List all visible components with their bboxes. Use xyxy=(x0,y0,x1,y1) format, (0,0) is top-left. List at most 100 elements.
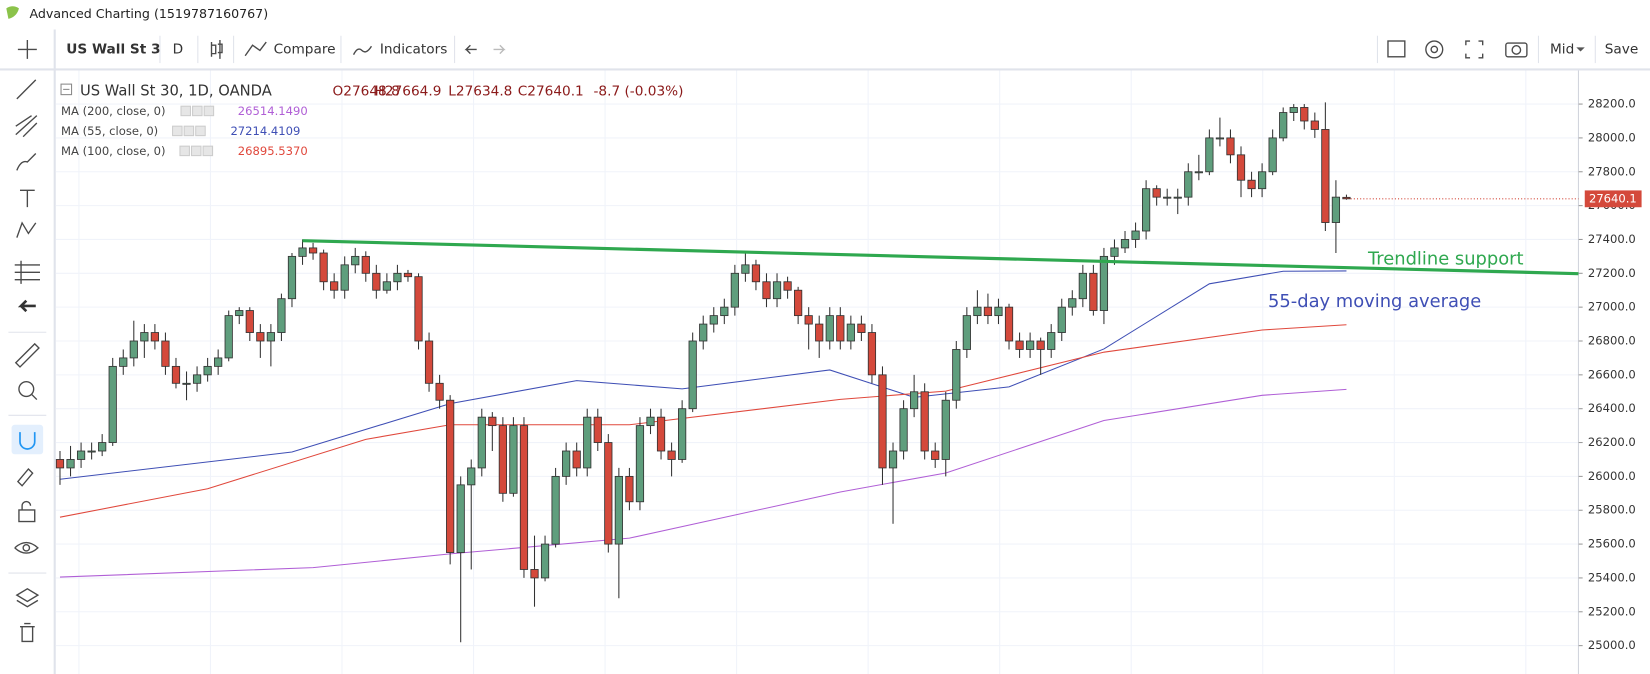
compare-icon[interactable] xyxy=(244,41,267,57)
candle-body xyxy=(456,484,465,553)
candle-body xyxy=(1078,272,1087,300)
redo-button[interactable] xyxy=(493,44,506,55)
layout-button[interactable] xyxy=(1387,40,1406,58)
candle-body xyxy=(878,374,887,469)
ma-legend-button xyxy=(179,145,190,157)
candle-body xyxy=(266,332,275,342)
chart-style-button[interactable] xyxy=(210,39,223,59)
y-tick-label: 27400.0 xyxy=(1588,232,1636,246)
layers-tool[interactable] xyxy=(15,588,40,608)
candle-body xyxy=(435,382,444,401)
price-mode-button[interactable]: Mid xyxy=(1550,41,1574,57)
candle-body xyxy=(1289,107,1298,113)
visibility-tool[interactable] xyxy=(14,541,39,554)
brush-tool[interactable] xyxy=(16,153,37,171)
save-button[interactable]: Save xyxy=(1605,41,1639,57)
candle-body xyxy=(825,315,834,342)
candle-body xyxy=(203,365,212,376)
candle-body xyxy=(583,416,592,469)
candle-body xyxy=(973,306,982,317)
ohlc-close: C27640.1 xyxy=(518,83,584,99)
y-tick-label: 27800.0 xyxy=(1588,164,1636,178)
candle-body xyxy=(1279,112,1288,139)
vertical-grid xyxy=(78,70,1527,674)
lock-drawing-tool[interactable] xyxy=(16,467,34,487)
candle-body xyxy=(488,416,497,427)
candle-body xyxy=(1342,196,1351,200)
magnet-active-bg xyxy=(11,424,44,455)
candle-body xyxy=(1331,196,1341,223)
candle-body xyxy=(87,450,96,453)
ma-legend: MA (200, close, 0) 26514.1490 MA (55, clos… xyxy=(61,104,308,158)
pattern-tool[interactable] xyxy=(16,221,37,238)
trendline-tool[interactable] xyxy=(16,79,37,100)
candle-body xyxy=(931,450,940,460)
candle-body xyxy=(235,310,244,317)
candle-body xyxy=(625,475,634,503)
candle-body xyxy=(1173,196,1182,199)
y-tick-label: 28000.0 xyxy=(1588,130,1636,144)
symbol-search[interactable]: US Wall St 3 xyxy=(66,41,160,57)
candle-body xyxy=(509,425,518,494)
candle-body xyxy=(1310,120,1319,130)
candle-body xyxy=(846,323,855,342)
y-tick-label: 26000.0 xyxy=(1588,469,1636,483)
candle-body xyxy=(572,450,581,469)
candle-body xyxy=(530,569,539,579)
prediction-tool[interactable] xyxy=(14,260,40,284)
collapse-box[interactable] xyxy=(60,83,73,96)
back-tool[interactable] xyxy=(17,299,36,313)
candle-body xyxy=(888,450,898,469)
fullscreen-button[interactable] xyxy=(1465,40,1484,59)
compare-button[interactable]: Compare xyxy=(274,41,336,57)
ma-annotation: 55-day moving average xyxy=(1268,291,1481,312)
plot-area: 25000.0 25200.0 25400.0 25600.0 25800.0 26000… xyxy=(55,97,1642,652)
candle-body xyxy=(941,399,950,460)
candle-body xyxy=(794,289,803,317)
indicators-button[interactable]: Indicators xyxy=(380,41,447,57)
measure-tool[interactable] xyxy=(14,342,40,368)
crosshair-tool[interactable] xyxy=(17,39,37,59)
candle-body xyxy=(804,315,813,325)
ma-legend-name: MA (200, close, 0) xyxy=(61,104,166,118)
candle-body xyxy=(1300,107,1309,122)
candle-body xyxy=(1015,340,1024,350)
zoom-tool[interactable] xyxy=(18,381,38,401)
candle-body xyxy=(1226,137,1235,156)
candle-body xyxy=(171,365,181,384)
ma-legend-name: MA (100, close, 0) xyxy=(61,144,166,158)
candle-body xyxy=(498,425,507,494)
ma-legend-button xyxy=(180,105,191,117)
candle-body xyxy=(224,315,233,359)
y-tick-label: 25400.0 xyxy=(1588,570,1636,584)
candle-body xyxy=(1257,171,1267,190)
undo-button[interactable] xyxy=(464,44,477,55)
ma-legend-button xyxy=(202,145,214,157)
last-price-box xyxy=(1584,190,1642,208)
candle-body xyxy=(182,382,191,385)
delete-tool[interactable] xyxy=(19,622,35,643)
moving-average-line xyxy=(59,324,1347,518)
indicators-icon[interactable] xyxy=(352,45,373,55)
symbol-header: US Wall St 30, 1D, OANDA xyxy=(80,82,272,99)
snapshot-button[interactable] xyxy=(1505,42,1528,58)
pitchfork-tool[interactable] xyxy=(15,115,38,138)
candle-body xyxy=(424,340,434,384)
moving-average-line xyxy=(59,388,1347,578)
text-tool[interactable] xyxy=(19,189,35,208)
candle-body xyxy=(1099,255,1109,311)
candle-body xyxy=(815,323,824,342)
candle-body xyxy=(287,255,297,300)
candle-body xyxy=(646,416,655,427)
magnet-tool[interactable] xyxy=(19,432,36,450)
lock-tool[interactable] xyxy=(18,500,36,523)
candle-body xyxy=(1215,137,1225,140)
candle-body xyxy=(593,416,602,443)
candle-body xyxy=(910,391,919,410)
candle-body xyxy=(1236,154,1246,181)
settings-button[interactable] xyxy=(1425,40,1444,59)
interval-button[interactable]: D xyxy=(173,41,184,57)
candle-body xyxy=(678,408,687,460)
y-tick-label: 27000.0 xyxy=(1588,300,1636,314)
candle-body xyxy=(403,272,413,278)
